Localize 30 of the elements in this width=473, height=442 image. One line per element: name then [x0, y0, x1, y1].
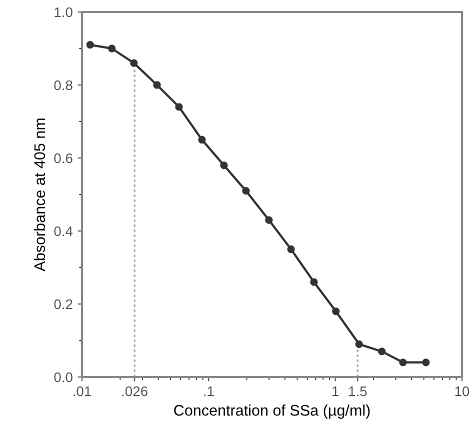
y-tick-label: 1.0: [54, 7, 72, 18]
point: [175, 103, 183, 111]
point: [422, 358, 430, 366]
point: [332, 307, 340, 316]
x-tick-label: 1.5: [349, 386, 367, 396]
point: [399, 358, 407, 366]
y-axis-title: Absorbance at 405 nm: [34, 118, 46, 272]
point: [287, 245, 295, 254]
point: [355, 340, 363, 348]
point: [310, 278, 318, 286]
y-tick-label: 0.4: [54, 226, 73, 236]
x-tick-label: .01: [74, 386, 91, 396]
y-tick-label: 0.0: [54, 372, 72, 382]
point: [198, 136, 206, 144]
y-tick-label: 0.8: [54, 80, 72, 90]
x-tick-label: 10: [455, 386, 470, 396]
point: [378, 348, 386, 356]
x-tick-label: .026: [122, 386, 148, 396]
point: [242, 187, 250, 195]
x-tick-label: .1: [204, 386, 214, 396]
point: [265, 216, 273, 224]
x-axis-title: Concentration of SSa (µg/ml): [174, 404, 370, 419]
point: [86, 41, 94, 49]
point: [153, 81, 161, 89]
point: [130, 59, 138, 67]
point: [108, 44, 116, 52]
y-tick-label: 0.6: [54, 153, 72, 164]
point: [220, 161, 228, 170]
y-tick-label: 0.2: [54, 299, 72, 310]
x-tick-label: 1: [332, 386, 339, 396]
